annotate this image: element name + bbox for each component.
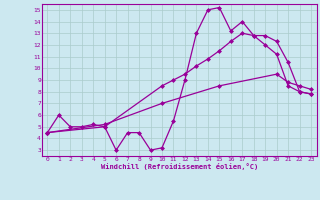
X-axis label: Windchill (Refroidissement éolien,°C): Windchill (Refroidissement éolien,°C)	[100, 163, 258, 170]
